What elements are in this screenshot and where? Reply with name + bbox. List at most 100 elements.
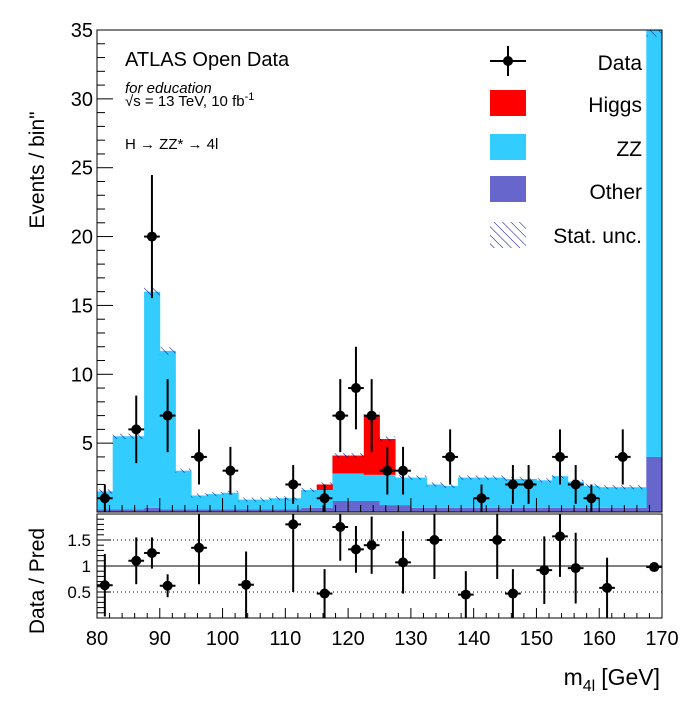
bar-other <box>505 507 522 512</box>
data-point <box>335 410 346 421</box>
y-axis-title: Events / bin" <box>26 111 49 228</box>
ratio-y-axis: 0.5 1 1.5 <box>67 518 111 614</box>
unc-band <box>175 468 192 473</box>
bar-zz <box>269 498 286 510</box>
data-point <box>194 451 205 462</box>
ratio-point <box>335 522 346 532</box>
ratio-point <box>570 563 581 574</box>
x-axis-title: m4l [GeV] <box>564 664 660 695</box>
bar-other <box>128 509 145 512</box>
unc-band <box>379 436 396 442</box>
legend: Data Higgs ZZ Other Stat. unc. <box>490 46 642 248</box>
legend-zz-label: ZZ <box>616 138 642 161</box>
data-point <box>507 479 518 490</box>
bar-other <box>191 509 208 512</box>
data-point <box>131 424 142 435</box>
unc-band <box>457 475 474 480</box>
unc-band <box>614 485 631 490</box>
bar-zz <box>222 492 239 510</box>
unc-band <box>159 347 176 355</box>
data-point <box>617 451 628 462</box>
unc-band <box>489 475 506 480</box>
unc-band <box>269 496 286 501</box>
y-tick-label: 20 <box>71 227 93 249</box>
main-y-axis: 5 10 15 20 25 30 35 <box>71 20 113 499</box>
bar-other <box>567 507 584 512</box>
x-tick-label: 140 <box>457 628 490 650</box>
bar-other <box>285 509 302 512</box>
bar-other <box>269 509 286 512</box>
y-tick-label: 5 <box>82 433 93 455</box>
unc-band <box>473 475 490 480</box>
unc-band <box>238 497 254 502</box>
bar-zz <box>614 487 632 508</box>
ratio-points <box>97 514 662 618</box>
unc-band <box>112 433 129 439</box>
bar-zz <box>238 499 255 510</box>
ratio-point <box>366 540 377 551</box>
bar-other <box>206 509 223 512</box>
bar-other <box>520 507 537 512</box>
ratio-point <box>162 580 173 591</box>
data-point <box>523 479 534 490</box>
data-point <box>570 479 581 490</box>
x-tick-label: 130 <box>394 628 427 650</box>
ratio-y-tick-label: 1.5 <box>67 531 91 550</box>
bar-zz <box>348 473 365 501</box>
legend-higgs: Higgs <box>490 90 642 117</box>
bar-other <box>410 507 427 512</box>
ratio-point <box>398 557 409 568</box>
bar-zz <box>253 499 271 510</box>
bar-other <box>395 505 412 512</box>
ratio-y-axis-title: Data / Pred <box>26 528 49 634</box>
main-x-ticks <box>96 498 663 512</box>
bar-other <box>457 507 475 512</box>
bar-zz <box>191 495 208 510</box>
bar-other <box>489 507 506 512</box>
bar-zz <box>630 487 647 508</box>
data-point <box>288 479 299 490</box>
unc-band <box>206 492 223 497</box>
data-point <box>445 451 456 462</box>
ratio-point <box>460 589 471 600</box>
unc-band <box>253 497 270 502</box>
unc-band <box>301 487 317 493</box>
bar-higgs <box>348 455 365 474</box>
ratio-point <box>146 548 157 558</box>
legend-higgs-label: Higgs <box>588 94 642 117</box>
bar-other <box>614 507 632 512</box>
ratio-point <box>319 588 330 599</box>
y-tick-label: 15 <box>71 295 93 317</box>
x-tick-label: 100 <box>206 628 239 650</box>
ratio-panel: 0.5 1 1.5 80 90 100 110 120 130 140 150 160 170 Dat… <box>26 513 679 695</box>
bar-zz <box>442 485 459 508</box>
data-point <box>382 465 393 476</box>
y-tick-label: 35 <box>71 20 93 42</box>
data-point <box>350 383 361 394</box>
bar-zz <box>301 489 318 508</box>
bar-zz <box>599 487 616 508</box>
bar-zz <box>552 476 569 508</box>
ratio-reference-lines <box>97 539 662 593</box>
x-tick-label: 160 <box>583 628 616 650</box>
data-points <box>97 175 631 512</box>
x-tick-label: 120 <box>331 628 364 650</box>
x-tick-label: 110 <box>269 628 301 650</box>
main-panel: 5 10 15 20 25 30 35 ATLAS Open Data for educat… <box>26 20 663 513</box>
data-point <box>366 410 377 421</box>
x-tick-label: 150 <box>520 628 553 650</box>
education-label: for education <box>125 80 212 97</box>
data-point <box>398 465 409 476</box>
ratio-y-tick-label: 0.5 <box>67 583 91 602</box>
bar-other <box>630 507 647 512</box>
unc-band <box>348 453 364 458</box>
bar-other <box>238 509 255 512</box>
energy-label: √s = 13 TeV, 10 fb-1 <box>125 91 254 110</box>
ratio-point <box>241 579 252 590</box>
bar-zz <box>457 477 475 508</box>
stacked-histogram <box>97 30 662 512</box>
legend-data-label: Data <box>598 52 643 75</box>
legend-unc: Stat. unc. <box>490 222 642 248</box>
bar-other <box>536 507 553 512</box>
x-tick-label: 170 <box>645 628 678 650</box>
